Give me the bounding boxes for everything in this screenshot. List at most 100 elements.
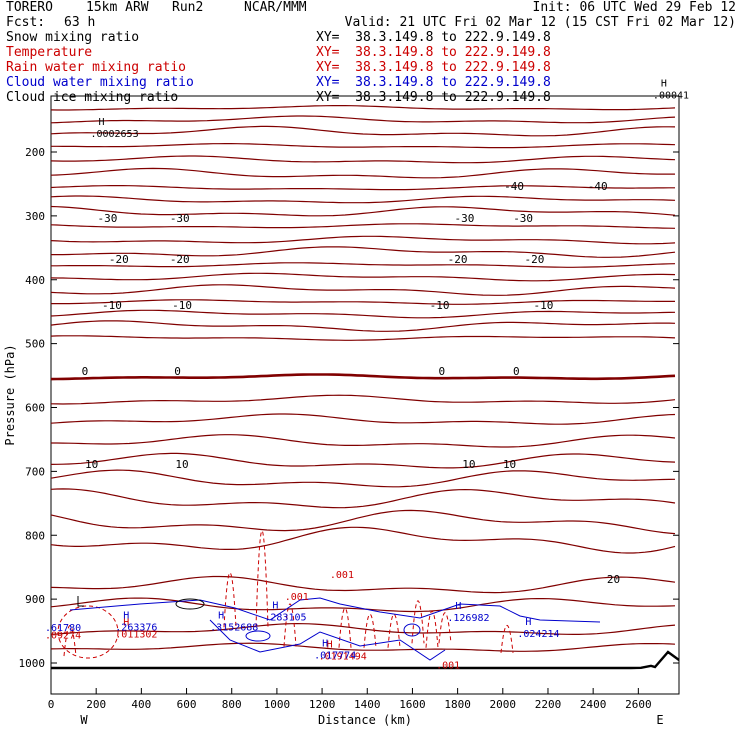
isotherm-line [50, 394, 676, 405]
field-xy-temperature: XY= 38.3.149.8 to 222.9.149.8 [316, 45, 551, 60]
isotherm-label: 0 [82, 365, 89, 378]
plot-frame [50, 95, 680, 695]
max-value-label: .011302 [115, 630, 157, 641]
isotherm-label: 10 [503, 458, 516, 471]
y-tick-label: 900 [25, 593, 45, 606]
max-symbol: H [327, 639, 333, 650]
isotherm-label: 10 [85, 458, 98, 471]
x-tick-label: 2000 [490, 698, 517, 711]
field-xy-snow: XY= 38.3.149.8 to 222.9.149.8 [316, 30, 551, 45]
cloud-water-contour [245, 630, 271, 642]
isotherm-line [50, 235, 676, 245]
x-tick-label: 0 [48, 698, 55, 711]
field-name-temperature: Temperature [6, 45, 93, 60]
isotherm-line [50, 622, 676, 635]
max-symbol: H [218, 611, 224, 622]
y-tick-label: 500 [25, 338, 45, 351]
field-name-cloud-water: Cloud water mixing ratio [6, 75, 194, 90]
isotherm-line [50, 155, 676, 164]
x-tick-label: 1200 [309, 698, 336, 711]
max-value-label: .001 [330, 570, 354, 581]
rain-contour [500, 625, 514, 653]
isotherm-line [50, 413, 676, 425]
isotherm-line [51, 262, 676, 268]
isotherm-line [50, 452, 676, 469]
isotherm-label: -10 [102, 299, 122, 312]
isotherm-line [51, 246, 676, 258]
y-tick-label: 300 [25, 210, 45, 223]
field-xy-rain: XY= 38.3.149.8 to 222.9.149.8 [316, 60, 551, 75]
x-tick-label: 2600 [625, 698, 652, 711]
isotherm-line [51, 143, 676, 149]
x-tick-label: 1800 [444, 698, 471, 711]
isotherm-label: -40 [588, 180, 608, 193]
x-tick-label: 600 [177, 698, 197, 711]
model-name: TORERO [6, 0, 53, 15]
x-tick-label: 800 [222, 698, 242, 711]
field-name-snow: Snow mixing ratio [6, 30, 140, 45]
x-tick-label: 2400 [580, 698, 607, 711]
max-symbol: H [272, 600, 278, 611]
max-value-label: .001 [285, 592, 309, 603]
isotherm-label: -20 [170, 253, 190, 266]
cloud-water-contour [403, 623, 421, 637]
y-tick-label: 700 [25, 465, 45, 478]
isotherm-line [50, 469, 676, 488]
west-label: W [80, 713, 88, 727]
isotherm-label: -20 [448, 253, 468, 266]
rain-contour [223, 572, 237, 628]
isotherm-label: 10 [462, 458, 475, 471]
field-xy-cloud-ice: XY= 38.3.149.8 to 222.9.149.8 [316, 90, 551, 105]
terrain-line [51, 650, 680, 670]
valid-time: Valid: 21 UTC Fri 02 Mar 12 (15 CST Fri … [344, 15, 736, 30]
isotherm-label: -10 [172, 299, 192, 312]
rain-contour [363, 613, 377, 648]
isotherm-line [50, 597, 676, 613]
forecast-label: Fcst: [6, 15, 46, 30]
rain-contour [438, 612, 452, 644]
isotherm-line [50, 488, 676, 509]
max-value-label: .017774 [314, 651, 356, 662]
max-value-label: .3152688 [210, 623, 258, 634]
field-name-cloud-ice: Cloud ice mixing ratio [6, 90, 179, 105]
isotherm-line [50, 284, 676, 296]
isotherm-line [50, 272, 676, 282]
max-symbol: H [123, 611, 129, 622]
isotherm-line [50, 642, 676, 652]
max-symbol: H [525, 617, 531, 628]
rain-contour [411, 600, 425, 644]
field-name-rain: Rain water mixing ratio [6, 60, 187, 75]
isotherm-label: -30 [170, 212, 190, 225]
isotherm-label: -30 [513, 212, 533, 225]
isotherm-label: -20 [109, 253, 129, 266]
isotherm-label: -30 [454, 212, 474, 225]
max-value-label: .0191494 [319, 651, 367, 662]
max-value-label: .00041 [653, 91, 689, 102]
run-name: Run2 [172, 0, 204, 15]
cloud-water-contour [69, 597, 601, 623]
isotherm-line [50, 223, 676, 229]
isotherm-line [50, 167, 675, 179]
y-tick-label: 1000 [19, 657, 46, 670]
isotherm-label: -10 [534, 299, 554, 312]
max-value-label: .263376 [115, 623, 157, 634]
isotherm-line [50, 105, 676, 111]
y-axis-label: Pressure (hPa) [3, 344, 17, 445]
y-tick-label: 800 [25, 529, 45, 542]
snow-contour [77, 596, 84, 607]
isotherm-line [50, 205, 676, 217]
rain-contour [63, 625, 77, 657]
max-symbol: H [123, 618, 129, 629]
rain-contour [57, 605, 119, 659]
isotherm-label: -30 [98, 212, 118, 225]
isotherm-label: -20 [524, 253, 544, 266]
max-value-label: .09274 [45, 630, 81, 641]
x-tick-label: 200 [86, 698, 106, 711]
isotherm-line-zero [50, 373, 676, 381]
isotherm-label: -10 [430, 299, 450, 312]
forecast-hour: 63 h [64, 15, 96, 30]
isotherm-label: 0 [438, 365, 445, 378]
isotherm-line [50, 185, 675, 191]
isotherm-line [50, 320, 676, 332]
